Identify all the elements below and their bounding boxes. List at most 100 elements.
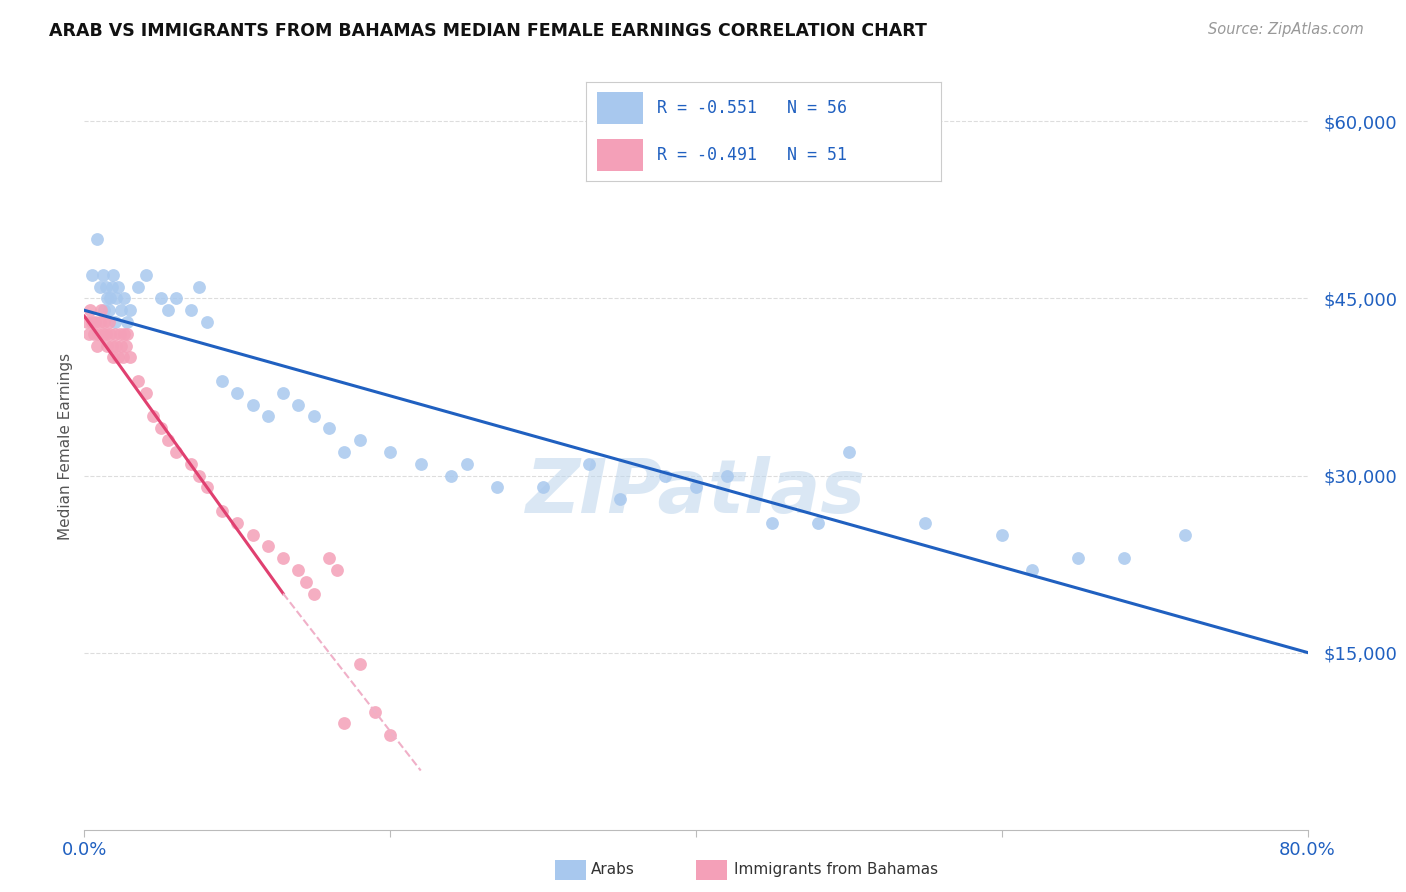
Point xyxy=(98,292,121,306)
Point xyxy=(195,315,218,329)
Point xyxy=(89,279,111,293)
Point xyxy=(135,268,157,282)
Point xyxy=(120,351,142,365)
Point xyxy=(716,468,738,483)
Point xyxy=(93,315,115,329)
Point xyxy=(76,315,98,329)
Point xyxy=(195,480,218,494)
Point xyxy=(98,326,121,341)
Point xyxy=(77,326,100,341)
Point xyxy=(761,516,783,530)
Point xyxy=(112,326,135,341)
Point xyxy=(242,527,264,541)
Point xyxy=(80,315,103,329)
Point xyxy=(257,409,280,424)
Text: Source: ZipAtlas.com: Source: ZipAtlas.com xyxy=(1208,22,1364,37)
Point xyxy=(84,315,107,329)
Point xyxy=(257,539,280,553)
Point xyxy=(105,339,128,353)
Point xyxy=(287,563,309,577)
Point xyxy=(318,421,340,435)
Point xyxy=(89,315,111,329)
Point xyxy=(578,457,600,471)
Point xyxy=(188,279,211,293)
Point xyxy=(211,374,233,388)
Point xyxy=(97,303,120,318)
Point xyxy=(287,398,309,412)
Point xyxy=(180,303,202,318)
Point xyxy=(226,385,249,400)
Point xyxy=(94,279,117,293)
Point xyxy=(914,516,936,530)
Point xyxy=(325,563,347,577)
Point xyxy=(149,292,172,306)
Point xyxy=(188,468,211,483)
Point xyxy=(83,326,105,341)
Point xyxy=(86,339,108,353)
Point xyxy=(165,445,187,459)
Point xyxy=(90,303,112,318)
Point xyxy=(349,433,371,447)
Point xyxy=(105,292,128,306)
Point xyxy=(1067,551,1090,566)
Text: Immigrants from Bahamas: Immigrants from Bahamas xyxy=(734,863,938,877)
Point xyxy=(87,326,110,341)
Point xyxy=(654,468,676,483)
Point xyxy=(80,268,103,282)
Point xyxy=(157,433,180,447)
Point xyxy=(135,385,157,400)
Point xyxy=(807,516,830,530)
Point xyxy=(115,326,138,341)
Point xyxy=(157,303,180,318)
Text: ARAB VS IMMIGRANTS FROM BAHAMAS MEDIAN FEMALE EARNINGS CORRELATION CHART: ARAB VS IMMIGRANTS FROM BAHAMAS MEDIAN F… xyxy=(49,22,927,40)
Point xyxy=(1021,563,1043,577)
Point xyxy=(609,492,631,507)
Point xyxy=(486,480,509,494)
Point xyxy=(531,480,554,494)
Text: Arabs: Arabs xyxy=(591,863,634,877)
Point xyxy=(685,480,707,494)
Point xyxy=(302,409,325,424)
Point xyxy=(333,716,356,731)
Point xyxy=(112,292,135,306)
Point xyxy=(364,705,387,719)
Point xyxy=(165,292,187,306)
Point xyxy=(110,303,132,318)
Point xyxy=(318,551,340,566)
Point xyxy=(349,657,371,672)
Point xyxy=(838,445,860,459)
Point xyxy=(302,586,325,600)
Point xyxy=(96,292,118,306)
Point xyxy=(333,445,356,459)
Point xyxy=(91,326,114,341)
Point xyxy=(107,279,129,293)
Point xyxy=(79,303,101,318)
Point xyxy=(440,468,463,483)
Point xyxy=(86,232,108,246)
Point xyxy=(104,326,127,341)
Point xyxy=(103,268,125,282)
Point xyxy=(107,351,129,365)
Point xyxy=(127,279,149,293)
Point xyxy=(115,315,138,329)
Point xyxy=(108,326,131,341)
Point xyxy=(120,303,142,318)
Point xyxy=(127,374,149,388)
Point xyxy=(101,279,124,293)
Point xyxy=(295,574,318,589)
Point xyxy=(991,527,1014,541)
Point xyxy=(103,351,125,365)
Point xyxy=(456,457,478,471)
Point xyxy=(110,339,132,353)
Point xyxy=(91,268,114,282)
Point xyxy=(94,326,117,341)
Point xyxy=(380,728,402,742)
Point xyxy=(226,516,249,530)
Point xyxy=(96,339,118,353)
Point xyxy=(1114,551,1136,566)
Point xyxy=(211,504,233,518)
Text: ZIPatlas: ZIPatlas xyxy=(526,456,866,529)
Point xyxy=(1174,527,1197,541)
Point xyxy=(101,339,124,353)
Point xyxy=(104,315,127,329)
